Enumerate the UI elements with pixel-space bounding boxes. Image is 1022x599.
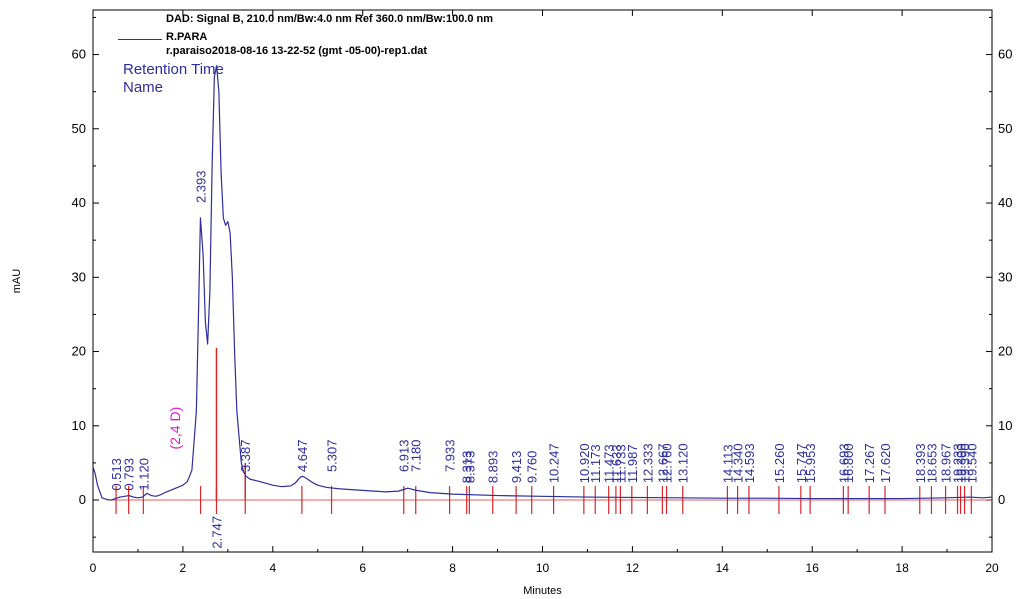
peak-label: 10.920 [577,443,592,483]
peak-label: 7.933 [443,439,458,472]
x-tick-label: 16 [806,561,820,575]
peak-label: 0.513 [109,458,124,491]
peak-label: 11.173 [588,444,603,483]
y-tick-label: 60 [72,47,86,62]
series-legend-label: R.PARA [166,31,208,43]
peak-label: 8.893 [486,451,501,484]
peak-label: 7.180 [409,439,424,472]
y-tick-label: 0 [79,492,86,507]
peak-label: 11.473 [602,444,617,483]
peak-label: 19.233 [951,443,966,483]
peak-label: 14.113 [720,444,735,483]
x-tick-label: 6 [359,561,366,575]
peak-label: 6.913 [397,439,412,472]
peak-label: 15.260 [772,443,787,483]
peak-name-annotation: (2,4 D) [167,407,183,450]
y-tick-label-right: 50 [998,121,1012,136]
peak-label: 5.307 [325,439,340,472]
peak-label: 12.333 [640,443,655,483]
y-tick-label-right: 0 [998,492,1005,507]
x-tick-label: 12 [626,561,640,575]
x-tick-label: 14 [716,561,730,575]
x-axis-title: Minutes [523,585,562,597]
x-tick-label: 20 [985,561,999,575]
peak-label: 3.387 [238,439,253,472]
y-tick-label-right: 40 [998,195,1012,210]
x-tick-label: 8 [449,561,456,575]
y-tick-label-right: 30 [998,269,1012,284]
peak-label: 0.793 [122,458,137,491]
peak-label: 18.653 [924,443,939,483]
peak-label: 11.633 [609,444,624,483]
peak-label: 12.760 [660,443,675,483]
y-tick-label-right: 10 [998,418,1012,433]
peak-marker-layer [106,347,992,515]
peak-label: 8.373 [462,451,477,484]
y-tick-label: 20 [72,344,86,359]
x-tick-label: 18 [895,561,909,575]
peak-label: 10.247 [547,443,562,483]
y-tick-label: 40 [72,195,86,210]
peak-label: 13.120 [676,443,691,483]
y-tick-label: 30 [72,269,86,284]
signal-description: DAD: Signal B, 210.0 nm/Bw:4.0 nm Ref 36… [166,13,494,25]
peak-label: 9.760 [525,451,540,484]
x-tick-label: 10 [536,561,550,575]
peak-label: 17.267 [862,443,877,483]
legend-block: Retention Time Name [123,61,224,97]
peak-label: 16.800 [841,443,856,483]
series-legend-swatch [118,39,162,40]
peak-label: 12.667 [655,443,670,483]
y-tick-label: 50 [72,121,86,136]
peak-label: 9.413 [509,451,524,484]
peak-label: 18.393 [913,443,928,483]
peak-label: 1.120 [136,458,151,491]
peak-label: 18.967 [939,443,954,483]
plot-frame [92,9,993,553]
axes-layer: 0 2 4 6 8 10 12 14 16 18 20 0 0 10 10 20 20 30 30 40 40 50 50 6… [11,9,1012,597]
retention-time-caption: Retention Time [123,61,224,78]
peak-label: 11.987 [625,444,640,483]
trace-layer [92,65,993,501]
peak-label: 17.620 [878,443,893,483]
peak-label: 4.647 [295,439,310,472]
peak-label: 19.300 [954,443,969,483]
peak-label: 19.390 [958,443,973,483]
peak-label: 8.313 [460,451,475,484]
name-caption: Name [123,79,164,96]
chromatogram-trace [92,65,993,501]
peak-label: 15.953 [803,443,818,483]
y-tick-label-right: 20 [998,344,1012,359]
y-axis-title: mAU [11,269,23,294]
y-tick-label: 10 [72,418,86,433]
peak-label: 19.540 [964,443,979,483]
peak-label: 14.593 [742,443,757,483]
data-file-name: r.paraiso2018-08-16 13-22-52 (gmt -05-00… [166,45,428,57]
x-tick-label: 2 [180,561,187,575]
peak-label: 2.747 [209,516,224,549]
x-tick-label: 0 [90,561,97,575]
x-tick-label: 4 [269,561,276,575]
peak-label: 16.693 [836,443,851,483]
peak-label: 15.747 [794,443,809,483]
peak-label: 14.340 [731,443,746,483]
peak-label: 2.393 [194,170,209,203]
y-tick-label-right: 60 [998,47,1012,62]
peak-label: 11.733 [613,444,628,483]
